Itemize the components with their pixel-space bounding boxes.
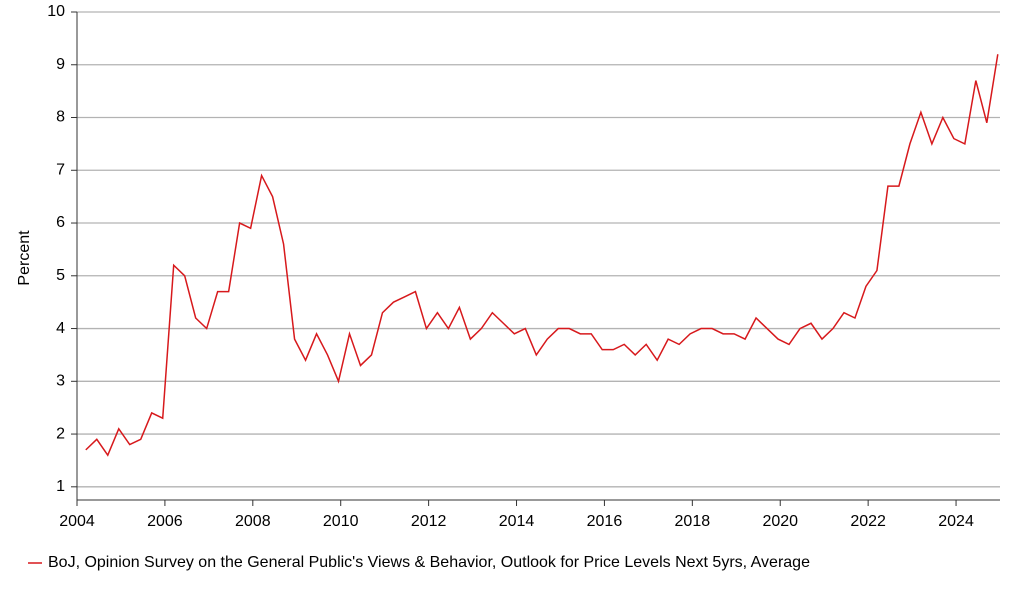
x-tick-label: 2020: [762, 513, 798, 530]
y-axis-label: Percent: [16, 230, 33, 286]
x-tick-label: 2014: [499, 513, 535, 530]
y-tick-label: 1: [56, 478, 65, 495]
x-tick-label: 2010: [323, 513, 359, 530]
y-tick-label: 10: [47, 3, 65, 20]
y-tick-label: 2: [56, 425, 65, 442]
y-tick-label: 7: [56, 161, 65, 178]
x-tick-label: 2024: [938, 513, 974, 530]
y-tick-label: 4: [56, 320, 65, 337]
x-tick-label: 2004: [59, 513, 95, 530]
x-tick-label: 2016: [587, 513, 623, 530]
y-tick-label: 8: [56, 109, 65, 126]
x-tick-label: 2006: [147, 513, 183, 530]
x-tick-label: 2022: [850, 513, 886, 530]
y-tick-label: 9: [56, 56, 65, 73]
x-tick-label: 2012: [411, 513, 447, 530]
x-tick-label: 2008: [235, 513, 271, 530]
line: [85, 54, 999, 457]
y-tick-label: 5: [56, 267, 65, 284]
legend-label: BoJ, Opinion Survey on the General Publi…: [48, 554, 810, 571]
y-tick-label: 6: [56, 214, 65, 231]
y-tick-label: 3: [56, 373, 65, 390]
x-tick-label: 2018: [675, 513, 711, 530]
